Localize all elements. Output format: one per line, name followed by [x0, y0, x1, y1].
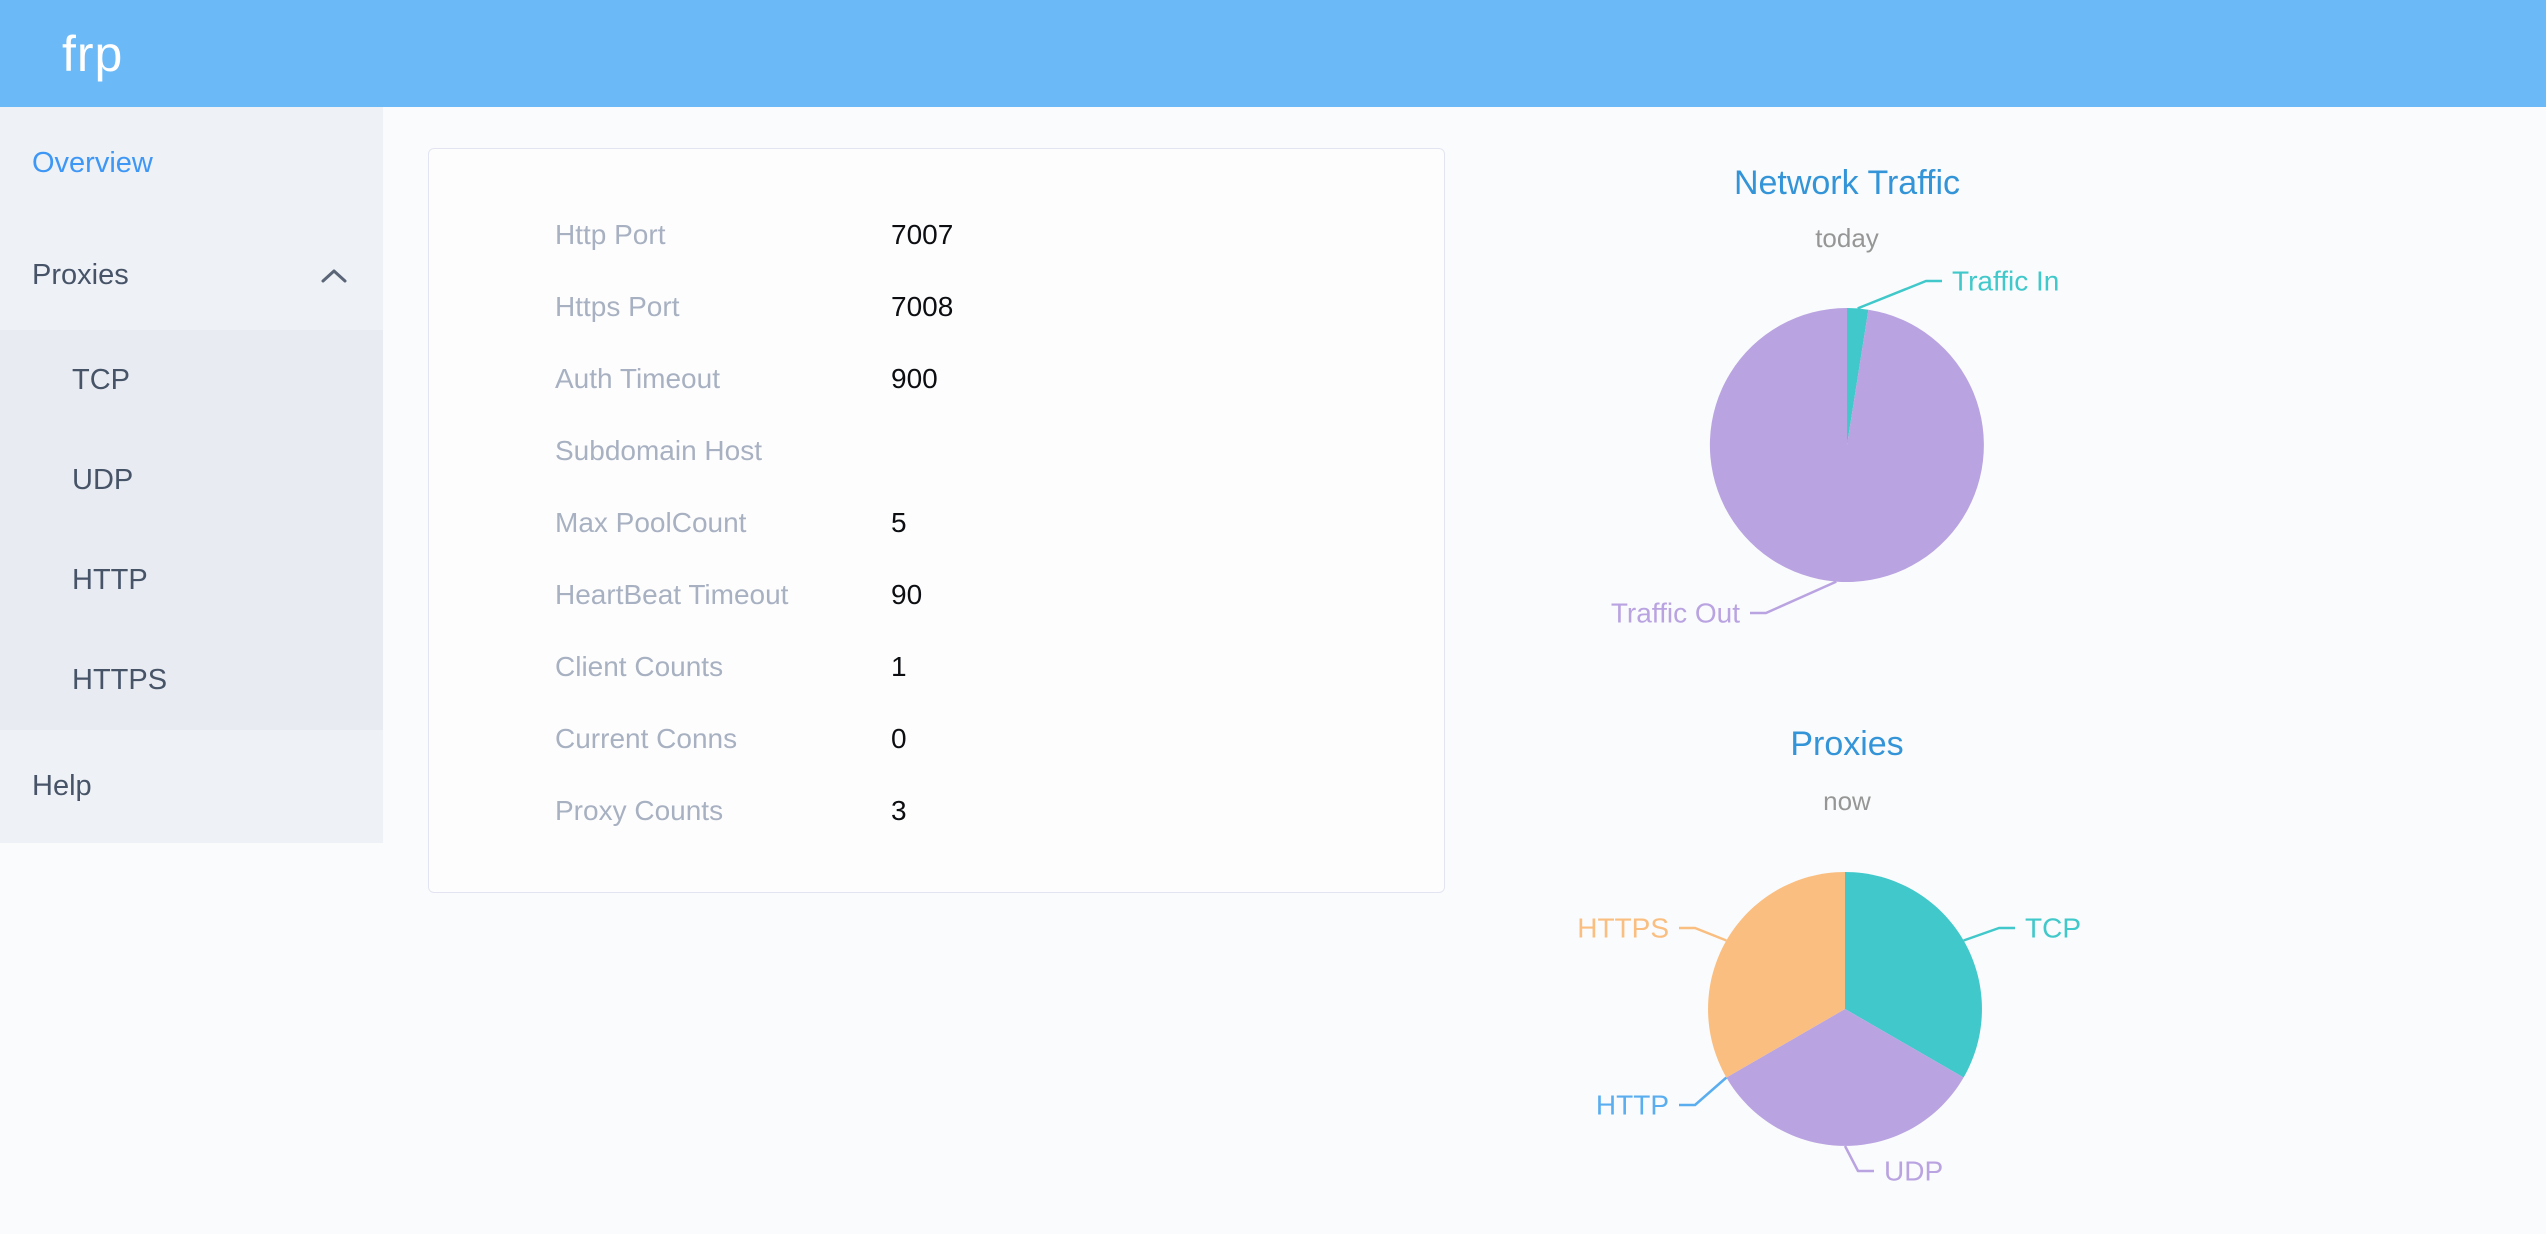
sidebar-item-proxies-label: Proxies: [32, 258, 129, 291]
pie-label-traffic-in: Traffic In: [1952, 266, 2059, 297]
sidebar-item-help-label: Help: [32, 770, 92, 802]
sidebar-item-tcp-label: TCP: [72, 363, 130, 396]
pie-label-tcp: TCP: [2025, 913, 2081, 944]
sidebar-item-tcp[interactable]: TCP: [0, 330, 383, 430]
info-value: 900: [891, 363, 938, 394]
info-label: Http Port: [555, 219, 666, 250]
pie-label-traffic-out: Traffic Out: [1611, 598, 1740, 629]
info-value: 7007: [891, 219, 954, 250]
sidebar-item-overview-label: Overview: [32, 147, 153, 179]
network-traffic-chart-subtitle: today: [1815, 223, 1879, 253]
pie-slice-https[interactable]: [1708, 872, 1845, 1078]
sidebar-submenu: TCP UDP HTTP HTTPS: [0, 330, 383, 730]
pie-slice-traffic-in[interactable]: [1847, 308, 1869, 445]
pie-label-http: HTTP: [1596, 1090, 1669, 1121]
info-value: 7008: [891, 291, 954, 322]
info-row-auth-timeout: Auth Timeout 900: [429, 343, 1444, 415]
pie-label-udp: UDP: [1884, 1156, 1943, 1187]
pie-label-line-https: [1679, 926, 1727, 942]
pie-label-line-tcp: [1963, 926, 2015, 942]
frp-logo: frp: [62, 25, 124, 82]
info-row-https-port: Https Port 7008: [429, 271, 1444, 343]
info-label: Subdomain Host: [555, 435, 763, 466]
info-label: Auth Timeout: [555, 363, 720, 394]
pie-slice-tcp[interactable]: [1845, 872, 1982, 1078]
info-label: Proxy Counts: [555, 795, 724, 826]
info-row-heartbeat-timeout: HeartBeat Timeout 90: [429, 559, 1444, 631]
info-label: HeartBeat Timeout: [555, 579, 789, 610]
app-header: frp: [0, 0, 2546, 107]
pie-label-line-traffic-in: [1857, 279, 1942, 310]
info-label: Https Port: [555, 291, 680, 322]
proxies-chart-subtitle: now: [1823, 786, 1871, 816]
info-label: Client Counts: [555, 651, 724, 682]
sidebar-item-https[interactable]: HTTPS: [0, 630, 383, 730]
info-value: 90: [891, 579, 923, 610]
server-info-panel: Http Port 7007 Https Port 7008 Auth Time…: [428, 148, 1445, 893]
sidebar-item-udp-label: UDP: [72, 463, 134, 496]
info-row-subdomain-host: Subdomain Host: [429, 415, 1444, 487]
pie-label-line-traffic-out: [1750, 580, 1837, 615]
sidebar-item-http-label: HTTP: [72, 563, 148, 596]
info-label: Current Conns: [555, 723, 738, 754]
sidebar: Overview Proxies TCP UDP HTTP HTTPS Help: [0, 107, 383, 843]
sidebar-item-http[interactable]: HTTP: [0, 530, 383, 630]
info-label: Max PoolCount: [555, 507, 747, 538]
info-value: 3: [891, 795, 907, 826]
pie-label-line-udp: [1843, 1145, 1874, 1173]
sidebar-item-overview[interactable]: Overview: [0, 107, 383, 220]
sidebar-item-help[interactable]: Help: [0, 730, 383, 843]
info-value: 0: [891, 723, 907, 754]
info-row-client-counts: Client Counts 1: [429, 631, 1444, 703]
proxies-chart-title: Proxies: [1790, 725, 1904, 763]
sidebar-item-udp[interactable]: UDP: [0, 430, 383, 530]
pie-label-https: HTTPS: [1577, 913, 1669, 944]
info-value: 5: [891, 507, 907, 538]
info-row-current-conns: Current Conns 0: [429, 703, 1444, 775]
pie-label-line-http: [1679, 1076, 1728, 1107]
info-row-max-poolcount: Max PoolCount 5: [429, 487, 1444, 559]
network-traffic-chart-title: Network Traffic: [1733, 164, 1961, 202]
chevron-up-icon: [321, 259, 347, 292]
info-row-proxy-counts: Proxy Counts 3: [429, 775, 1444, 847]
sidebar-item-proxies[interactable]: Proxies: [0, 220, 383, 330]
info-value: 1: [891, 651, 907, 682]
pie-slice-udp[interactable]: [1726, 1009, 1964, 1146]
pie-slice-traffic-out[interactable]: [1709, 308, 1984, 582]
sidebar-item-https-label: HTTPS: [72, 663, 168, 696]
info-row-http-port: Http Port 7007: [429, 199, 1444, 271]
